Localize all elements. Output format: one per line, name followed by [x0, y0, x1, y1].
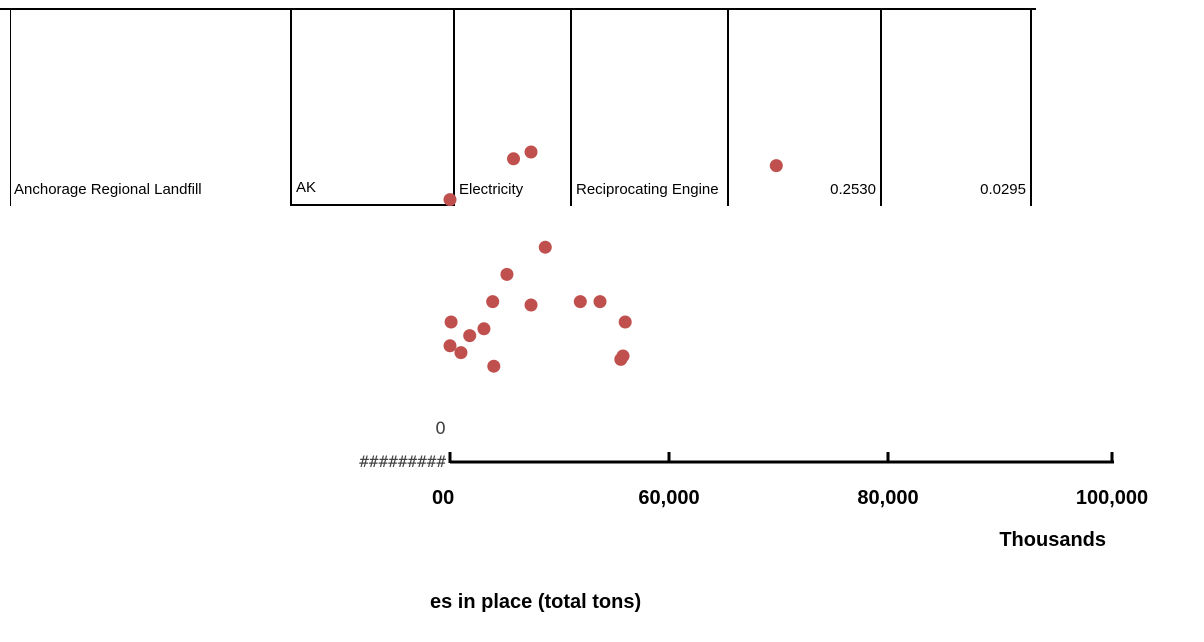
y-tick-label: 0: [435, 419, 446, 439]
cell-state[interactable]: AK: [290, 8, 455, 206]
data-point: [573, 295, 587, 309]
cell-text: 0.2530: [830, 181, 876, 198]
x-tick-label: 80,000: [857, 487, 918, 509]
x-tick-label: 60,000: [638, 487, 699, 509]
cell-text: Electricity: [459, 181, 524, 198]
data-point: [524, 298, 538, 312]
data-point: [616, 349, 630, 363]
data-point: [500, 267, 514, 281]
data-point: [443, 193, 457, 207]
data-points: [443, 145, 783, 373]
x-tick-label: 00: [432, 487, 454, 509]
data-point: [769, 159, 783, 173]
cell-project-type[interactable]: Electricity: [455, 8, 572, 206]
data-point: [524, 145, 538, 159]
data-point: [487, 359, 501, 373]
data-point: [618, 315, 632, 329]
cell-value-2[interactable]: 0.0295: [882, 8, 1032, 206]
cell-text: 0.0295: [980, 181, 1026, 198]
data-point: [463, 329, 477, 343]
data-point: [477, 322, 491, 336]
row-top-border: [0, 8, 1036, 10]
cell-text: Anchorage Regional Landfill: [14, 181, 202, 198]
cell-value-1[interactable]: 0.2530: [729, 8, 882, 206]
x-axis-title: es in place (total tons): [430, 591, 641, 613]
x-axis: 00 60,000 80,000 100,000: [432, 452, 1148, 509]
data-point: [538, 240, 552, 254]
row-left-border: [10, 8, 11, 206]
data-point: [507, 152, 521, 166]
data-point: [443, 339, 457, 353]
cell-technology[interactable]: Reciprocating Engine: [572, 8, 729, 206]
data-point: [593, 295, 607, 309]
cell-text: Reciprocating Engine: [576, 181, 719, 198]
cell-landfill-name[interactable]: Anchorage Regional Landfill: [10, 8, 290, 206]
data-point: [454, 346, 468, 360]
data-point: [444, 315, 458, 329]
data-point: [486, 295, 500, 309]
x-unit-label: Thousands: [999, 529, 1106, 551]
y-tick-label: #########: [359, 452, 446, 471]
x-tick-label: 100,000: [1076, 487, 1148, 509]
cell-text: AK: [296, 179, 317, 196]
